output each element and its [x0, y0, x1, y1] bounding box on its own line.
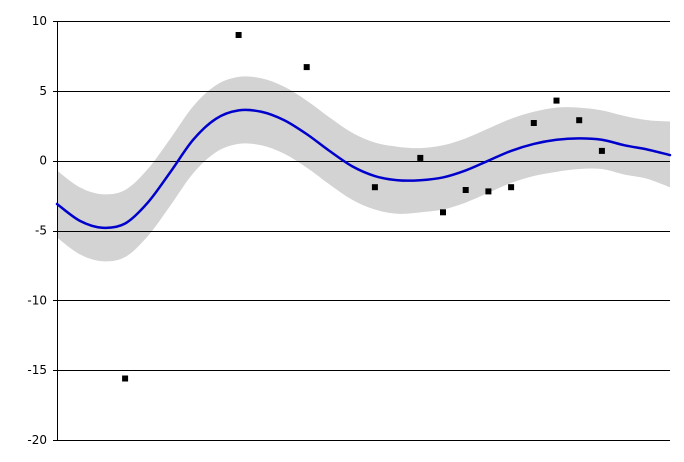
y-tick-label: -20	[27, 433, 47, 447]
fit-line-layer	[55, 108, 672, 230]
data-point	[371, 184, 378, 191]
y-tick-label: -10	[27, 293, 47, 307]
data-point	[462, 187, 469, 193]
confidence-band	[57, 76, 670, 262]
data-point	[576, 117, 583, 124]
fit-line	[55, 108, 672, 230]
y-tick-labels: 10 5 0 -5 -10 -15 -20	[27, 14, 47, 447]
y-tick-label: 5	[39, 84, 47, 98]
y-tick-label: -15	[27, 363, 47, 377]
data-point	[235, 32, 242, 38]
data-point	[598, 147, 605, 154]
axes	[53, 21, 58, 441]
y-tick-label: 0	[39, 154, 47, 168]
data-point	[303, 64, 310, 71]
gridlines	[57, 21, 670, 441]
data-point	[417, 154, 424, 161]
y-tick-label: 10	[32, 14, 47, 28]
y-tick-label: -5	[35, 224, 47, 238]
data-point	[553, 97, 560, 104]
confidence-band-layer	[57, 76, 670, 262]
data-point	[530, 120, 537, 126]
data-point	[485, 188, 492, 195]
data-point	[440, 209, 446, 216]
observation-points	[122, 32, 605, 382]
data-point	[122, 375, 129, 382]
data-point	[508, 184, 515, 191]
